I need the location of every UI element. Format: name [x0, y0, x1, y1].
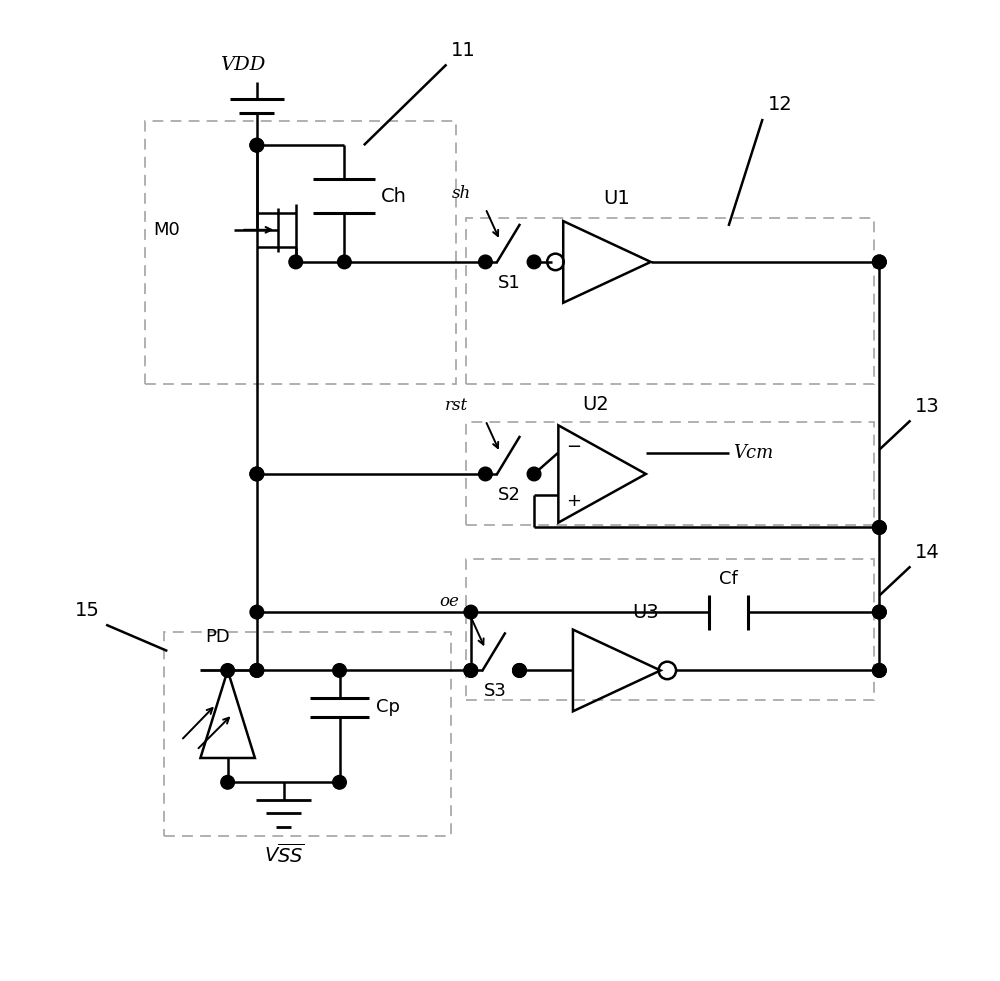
Bar: [466, 423, 874, 525]
Circle shape: [873, 663, 886, 677]
Text: VDD: VDD: [220, 56, 265, 75]
Circle shape: [873, 255, 886, 269]
Text: S1: S1: [498, 274, 521, 291]
Circle shape: [221, 776, 234, 789]
Circle shape: [873, 605, 886, 619]
Circle shape: [527, 255, 541, 269]
Text: rst: rst: [445, 396, 468, 414]
Circle shape: [479, 467, 492, 481]
Circle shape: [464, 663, 478, 677]
Bar: [466, 558, 874, 699]
Circle shape: [250, 138, 264, 152]
Text: 12: 12: [767, 95, 792, 114]
Circle shape: [513, 663, 526, 677]
Text: sh: sh: [451, 184, 471, 202]
Circle shape: [873, 521, 886, 535]
Bar: [145, 121, 456, 384]
Bar: [164, 632, 451, 836]
Text: 11: 11: [451, 40, 476, 60]
Text: 15: 15: [74, 601, 99, 620]
Text: $V\overline{SS}$: $V\overline{SS}$: [264, 843, 304, 866]
Circle shape: [873, 521, 886, 535]
Circle shape: [289, 255, 303, 269]
Circle shape: [333, 663, 346, 677]
Text: S3: S3: [484, 682, 507, 700]
Circle shape: [250, 467, 264, 481]
Circle shape: [250, 467, 264, 481]
Circle shape: [479, 255, 492, 269]
Text: Ch: Ch: [381, 186, 407, 206]
Circle shape: [250, 663, 264, 677]
Circle shape: [873, 255, 886, 269]
Circle shape: [338, 255, 351, 269]
Text: U2: U2: [582, 394, 609, 414]
Circle shape: [250, 663, 264, 677]
Circle shape: [873, 663, 886, 677]
Text: +: +: [566, 492, 581, 510]
Text: Cp: Cp: [376, 698, 400, 716]
Circle shape: [250, 138, 264, 152]
Text: 14: 14: [915, 542, 940, 561]
Text: U1: U1: [603, 189, 630, 208]
Bar: [466, 218, 874, 384]
Text: 13: 13: [915, 396, 940, 416]
Text: −: −: [566, 438, 581, 456]
Text: M0: M0: [153, 221, 180, 238]
Circle shape: [513, 663, 526, 677]
Text: oe: oe: [439, 594, 459, 610]
Circle shape: [221, 663, 234, 677]
Circle shape: [250, 605, 264, 619]
Text: Vcm: Vcm: [733, 443, 774, 462]
Circle shape: [464, 605, 478, 619]
Circle shape: [464, 663, 478, 677]
Circle shape: [527, 467, 541, 481]
Circle shape: [873, 605, 886, 619]
Circle shape: [333, 776, 346, 789]
Text: S2: S2: [498, 486, 521, 503]
Text: Cf: Cf: [719, 570, 738, 588]
Text: PD: PD: [206, 628, 230, 646]
Text: U3: U3: [633, 602, 659, 622]
